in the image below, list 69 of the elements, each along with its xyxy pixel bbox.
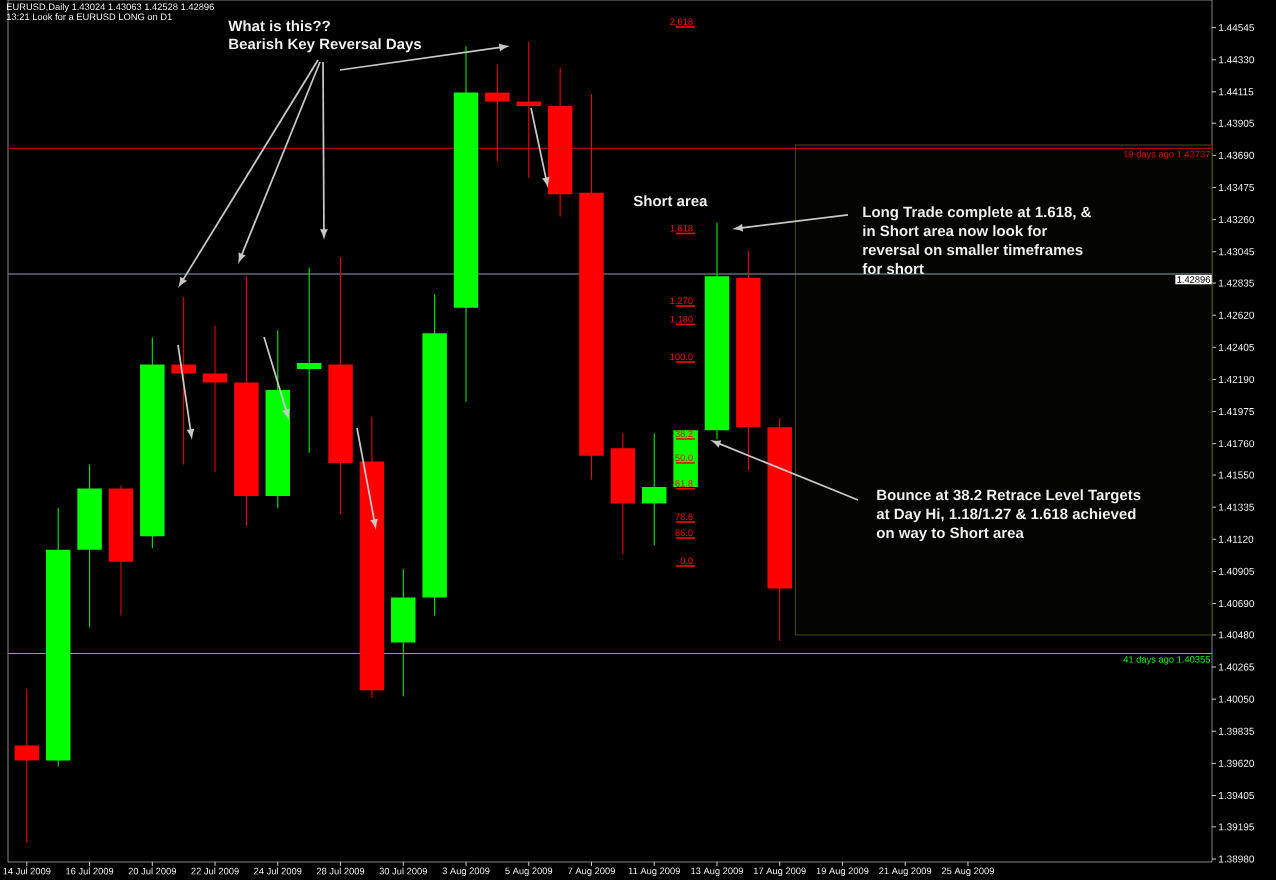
y-tick-label: 1.41335 (1219, 503, 1254, 511)
y-tick-label: 1.39405 (1219, 791, 1254, 800)
y-tick-label: 1.44545 (1219, 24, 1254, 32)
y-tick-label: 1.39195 (1219, 823, 1254, 831)
y-tick-label: 1.42835 (1219, 279, 1254, 287)
y-tick-label: 1.40480 (1219, 631, 1255, 639)
y-tick-label: 1.44330 (1219, 56, 1255, 64)
ref-line-label: 41 days ago 1.40355 (1123, 655, 1210, 665)
annotation: 2.618 (670, 18, 693, 26)
y-tick-label: 1.41550 (1219, 471, 1255, 479)
x-tick-label: 7 Aug 2009 (568, 867, 615, 877)
x-tick-label: 16 Jul 2009 (66, 867, 114, 875)
x-tick-label: 5 Aug 2009 (505, 867, 553, 877)
y-tick-label: 1.40905 (1219, 567, 1254, 575)
annotation: Short area (633, 195, 708, 207)
annotation: 50.0 (675, 454, 693, 462)
y-tick-label: 1.41975 (1219, 408, 1254, 416)
y-tick-label: 1.41120 (1219, 535, 1254, 543)
y-tick-label: 1.39835 (1219, 727, 1254, 735)
annotation: 86.0 (675, 529, 693, 537)
x-tick-label: 21 Aug 2009 (879, 867, 932, 877)
y-tick-label: 1.43690 (1219, 151, 1255, 159)
y-tick-label: 1.44115 (1219, 88, 1254, 96)
ref-line-label: 19 days ago 1.43737 (1123, 150, 1210, 160)
x-tick-label: 20 Jul 2009 (128, 867, 176, 875)
candlestick (14, 688, 40, 844)
annotation: What is this?? (228, 20, 330, 32)
chart-title: EURUSD,Daily 1.43024 1.43063 1.42528 1.42896 (7, 3, 214, 12)
annotation: 78.6 (675, 513, 693, 521)
y-tick-label: 1.43260 (1219, 216, 1255, 224)
y-tick-label: 1.43045 (1219, 248, 1254, 256)
x-tick-label: 25 Aug 2009 (941, 867, 994, 877)
candlestick (642, 432, 667, 546)
y-tick-label: 1.43475 (1219, 183, 1254, 192)
annotation: 1.270 (670, 297, 693, 305)
annotation: Long Trade complete at 1.618, & in Short area now look for reversal on smaller timeframes for short (862, 206, 1092, 275)
x-tick-label: 14 Jul 2009 (3, 867, 51, 875)
x-tick-label: 28 Jul 2009 (316, 867, 365, 875)
y-tick-label: 1.40690 (1219, 599, 1255, 608)
text: 13:21 Look for a EURUSD LONG on D1 (6, 13, 172, 21)
candlestick (202, 325, 228, 473)
annotation: Bounce at 38.2 Retrace Level Targets at Day Hi, 1.18/1.27 & 1.618 achieved on way to Short area (876, 489, 1141, 542)
annotation: 1.618 (670, 224, 693, 232)
annotation: 0.0 (680, 557, 693, 565)
y-tick-label: 1.40265 (1219, 663, 1254, 671)
x-tick-label: 13 Aug 2009 (691, 867, 743, 877)
annotation: 61.8 (675, 480, 693, 487)
annotation: 1.180 (670, 315, 693, 323)
candlestick (296, 266, 322, 454)
y-tick-label: 1.41760 (1219, 440, 1255, 448)
annotation: 38.2 (675, 430, 693, 438)
x-tick-label: 30 Jul 2009 (379, 867, 427, 875)
x-tick-label: 17 Aug 2009 (753, 867, 806, 877)
x-tick-label: 22 Jul 2009 (191, 867, 239, 875)
y-tick-label: 1.40050 (1219, 695, 1255, 703)
y-tick-label: 1.43905 (1219, 119, 1254, 127)
x-tick-label: 24 Jul 2009 (254, 867, 302, 875)
x-tick-label: 11 Aug 2009 (628, 867, 680, 877)
y-tick-label: 1.42190 (1219, 375, 1255, 383)
x-tick-label: 3 Aug 2009 (442, 867, 490, 877)
annotation: Bearish Key Reversal Days (229, 38, 422, 53)
y-tick-label: 1.39620 (1219, 759, 1255, 767)
x-tick-label: 19 Aug 2009 (816, 867, 869, 877)
candlestick (485, 63, 510, 162)
y-tick-label: 1.38980 (1219, 855, 1255, 863)
annotation: 100.0 (670, 353, 693, 361)
y-tick-label: 1.42405 (1219, 343, 1254, 351)
ref-line-label: 1.42896 (1177, 276, 1210, 283)
y-tick-label: 1.42620 (1219, 311, 1255, 319)
